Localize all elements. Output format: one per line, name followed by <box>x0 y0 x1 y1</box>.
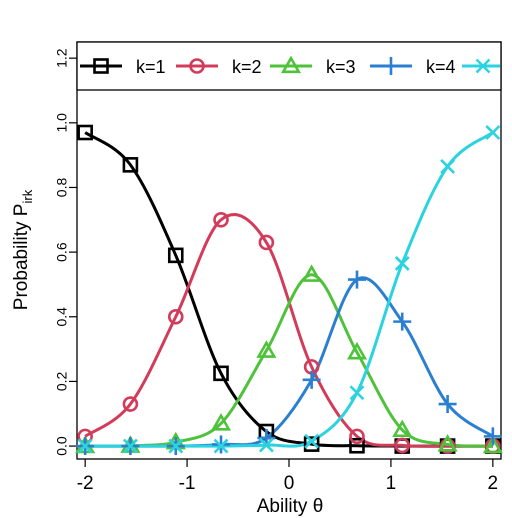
series-point-k=1 <box>213 365 229 382</box>
legend-label-k=4: k=4 <box>426 57 456 77</box>
series-point-k=3 <box>210 413 232 431</box>
cross-b <box>168 438 184 454</box>
plot-frame <box>76 41 502 460</box>
legend-marker-k=1 <box>93 58 109 74</box>
x-tick-label: 2 <box>488 473 499 494</box>
cross-b <box>77 438 93 454</box>
curves <box>84 131 494 448</box>
series-point-k=4 <box>393 312 412 331</box>
legend-label-k=2: k=2 <box>232 57 262 77</box>
series-point-k=2 <box>167 308 184 325</box>
series-line-k=3 <box>85 273 493 448</box>
series-point-k=5 <box>349 385 365 401</box>
series-point-k=4 <box>483 427 502 446</box>
series-point-k=3 <box>482 435 503 454</box>
series-point-k=2 <box>394 437 411 454</box>
x-tick-label: 1 <box>386 473 397 494</box>
series-point-k=1 <box>303 436 320 452</box>
cross-b <box>440 159 456 174</box>
x-tick-label: -1 <box>179 473 196 494</box>
y-tick-label: 0.2 <box>54 371 70 391</box>
legend-marker-k=4 <box>382 57 400 75</box>
series-point-k=2 <box>349 428 365 445</box>
cross-b <box>475 58 491 74</box>
y-tick-label: 0.4 <box>54 307 70 327</box>
cross-b <box>304 433 320 449</box>
series-point-k=5 <box>77 438 93 454</box>
cross-b <box>349 385 365 401</box>
series-line-k=5 <box>85 131 494 448</box>
y-tick-label: 0.0 <box>54 436 70 456</box>
series-point-k=2 <box>122 396 139 412</box>
x-axis-label: Ability θ <box>257 496 324 517</box>
y-axis-label-sub: irk <box>20 189 35 203</box>
legend: k=1 k=2 k=3 k=4 <box>76 41 502 91</box>
legend-marker-k=3 <box>280 55 302 74</box>
series-point-k=4 <box>438 395 457 414</box>
y-axis-label: Probability Pirk <box>11 189 35 310</box>
legend-label-k=1: k=1 <box>136 57 166 77</box>
legend-marker-k=2 <box>189 58 205 74</box>
series-point-k=5 <box>485 125 501 140</box>
series-point-k=3 <box>392 419 413 438</box>
markers <box>75 124 503 456</box>
series-point-k=5 <box>122 438 138 454</box>
cross-b <box>122 438 138 454</box>
cross-b <box>213 438 229 454</box>
series-line-k=1 <box>84 131 493 448</box>
series-point-k=1 <box>122 157 139 173</box>
series-point-k=5 <box>394 256 410 271</box>
series-line-k=2 <box>84 213 493 448</box>
series-point-k=2 <box>258 234 275 251</box>
y-tick-label: 0.6 <box>54 242 70 262</box>
x-tick-label: -2 <box>77 473 94 494</box>
series-point-k=4 <box>347 270 366 289</box>
x-tick-label: 0 <box>284 473 295 494</box>
cross-b <box>485 125 501 140</box>
series-point-k=1 <box>349 437 365 454</box>
axes: -2 -1 0 1 2 0.0 0.2 0.4 0.6 0.8 1.0 1.2 <box>54 41 502 494</box>
y-tick-label: 1.0 <box>54 113 70 133</box>
legend-label-k=3: k=3 <box>326 57 356 77</box>
series-point-k=5 <box>258 437 274 453</box>
series-point-k=2 <box>213 211 229 228</box>
series-point-k=5 <box>213 438 229 454</box>
legend-marker-k=5 <box>475 58 491 74</box>
cross-b <box>394 256 410 271</box>
series-point-k=3 <box>346 341 368 360</box>
series-point-k=1 <box>167 247 184 264</box>
series-point-k=5 <box>168 438 184 454</box>
series-point-k=1 <box>77 124 93 141</box>
cross-b <box>258 437 274 453</box>
series-point-k=5 <box>304 433 320 449</box>
y-axis-label-main: Probability P <box>11 204 32 311</box>
series-point-k=3 <box>437 434 458 452</box>
series-point-k=5 <box>440 159 456 174</box>
y-tick-label: 0.8 <box>54 178 70 198</box>
series-point-k=3 <box>256 340 277 358</box>
series-point-k=4 <box>302 370 321 389</box>
y-tick-label: 1.2 <box>54 48 70 68</box>
series-point-k=3 <box>301 264 322 282</box>
